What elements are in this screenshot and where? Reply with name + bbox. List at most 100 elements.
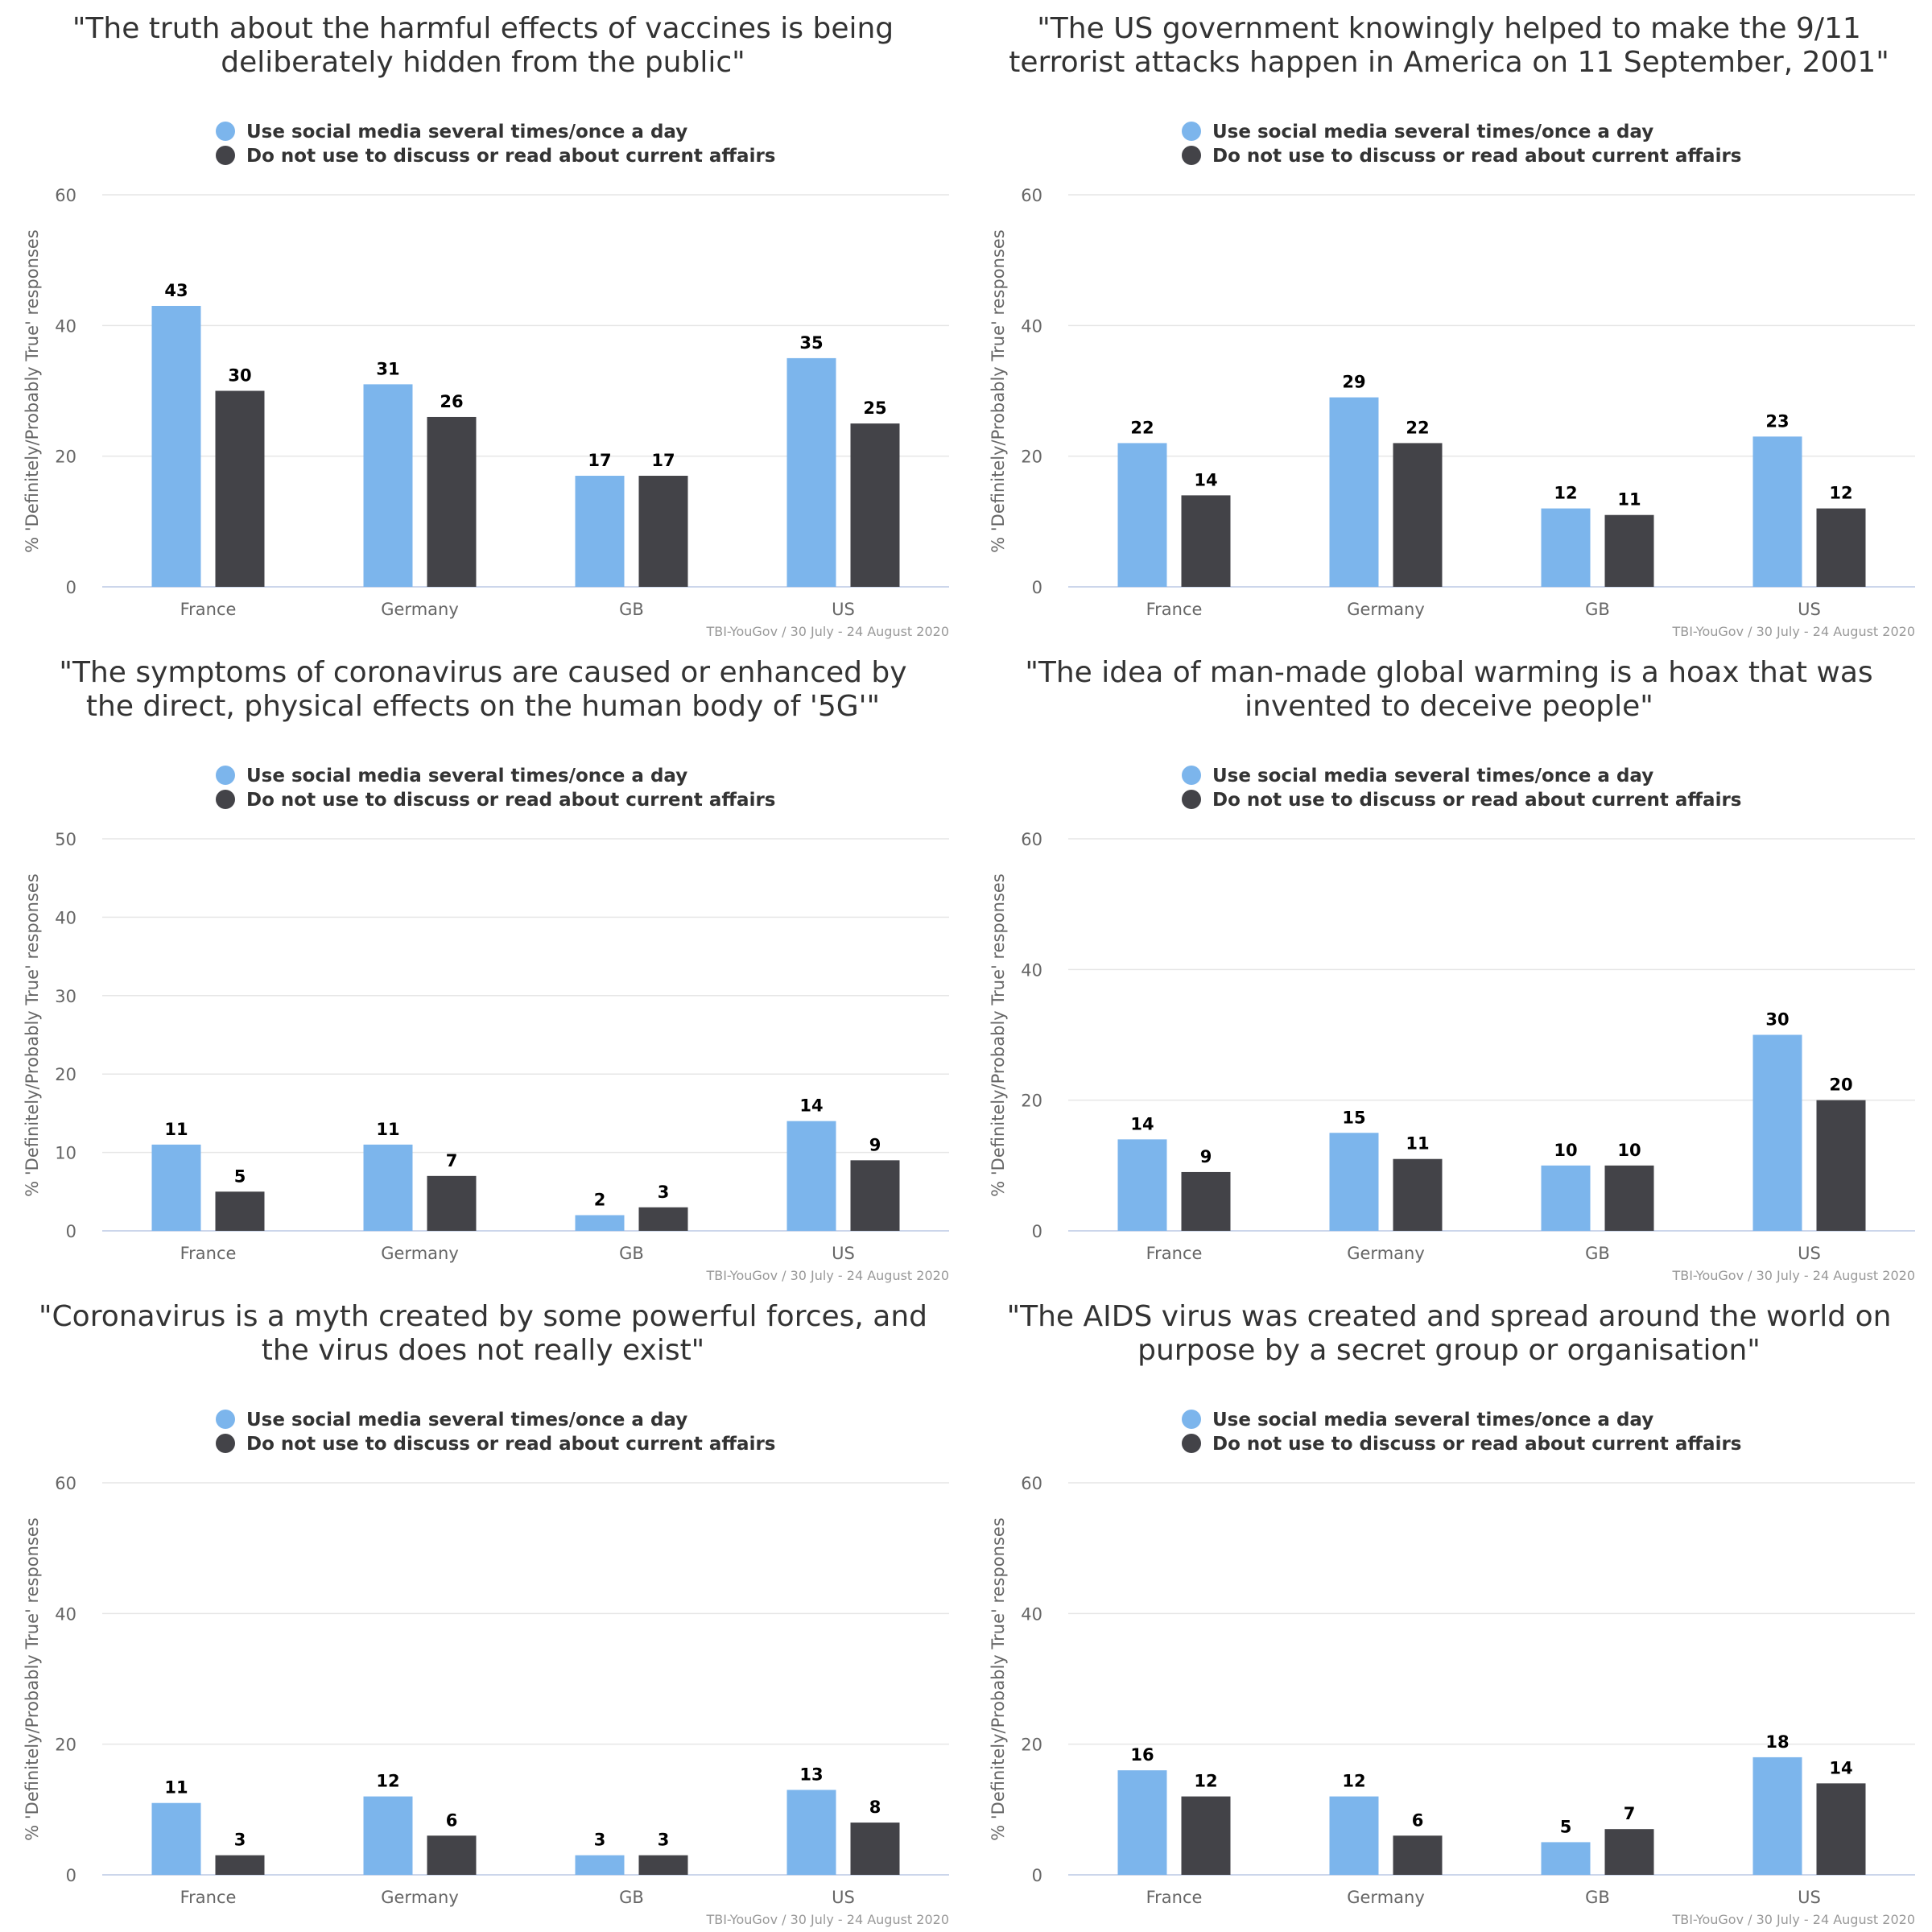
bar-gb-series-0[interactable] [575,476,625,587]
legend-marker[interactable] [216,146,235,165]
data-label: 14 [1194,470,1217,489]
legend-item-label[interactable]: Do not use to discuss or read about curr… [1212,1434,1742,1455]
bar-germany-series-1[interactable] [427,1835,477,1875]
bar-germany-series-0[interactable] [1329,1133,1379,1231]
data-label: 15 [1342,1108,1365,1127]
y-tick-label: 0 [1032,1222,1042,1241]
x-tick-label: Germany [381,1244,459,1263]
legend-item-label[interactable]: Use social media several times/once a da… [1212,122,1653,142]
data-label: 12 [1194,1772,1217,1791]
legend-marker[interactable] [1182,122,1201,141]
bar-gb-series-0[interactable] [575,1855,625,1875]
bar-france-series-1[interactable] [1181,1171,1231,1231]
bar-germany-series-1[interactable] [1393,443,1443,587]
data-label: 12 [1829,484,1852,503]
data-label: 3 [234,1831,246,1850]
bar-germany-series-0[interactable] [1329,1796,1379,1875]
bar-us-series-0[interactable] [1752,1034,1802,1232]
bar-us-series-1[interactable] [850,423,900,587]
bar-chart: "The idea of man-made global warming is … [989,656,1915,1283]
x-tick-label: US [1798,600,1821,619]
legend-marker[interactable] [1182,790,1201,809]
legend-marker[interactable] [216,1410,235,1429]
bar-us-series-0[interactable] [786,1790,836,1875]
bar-france-series-0[interactable] [1117,1770,1167,1875]
bar-gb-series-1[interactable] [1604,1829,1654,1875]
y-tick-label: 60 [1021,830,1042,849]
data-label: 3 [658,1183,670,1202]
bar-germany-series-1[interactable] [1393,1835,1443,1875]
bar-gb-series-0[interactable] [1541,508,1591,587]
data-label: 22 [1406,418,1429,437]
bar-gb-series-1[interactable] [638,476,688,587]
legend-marker[interactable] [1182,1434,1201,1453]
legend-item-label[interactable]: Use social media several times/once a da… [1212,766,1653,786]
y-tick-label: 40 [1021,1604,1042,1624]
bar-germany-series-0[interactable] [363,384,413,587]
bar-france-series-1[interactable] [1181,495,1231,587]
y-tick-label: 20 [55,1736,76,1755]
bar-france-series-1[interactable] [215,390,265,588]
legend-item-label[interactable]: Use social media several times/once a da… [1212,1410,1653,1430]
legend-item-label[interactable]: Do not use to discuss or read about curr… [1212,146,1742,167]
bar-gb-series-0[interactable] [1541,1165,1591,1231]
bar-france-series-1[interactable] [1181,1796,1231,1875]
data-label: 3 [594,1831,606,1850]
bar-us-series-1[interactable] [1816,508,1866,587]
legend-item-label[interactable]: Use social media several times/once a da… [246,1410,687,1430]
legend-marker[interactable] [216,1434,235,1453]
bar-france-series-1[interactable] [215,1855,265,1875]
bar-us-series-1[interactable] [850,1823,900,1875]
bar-france-series-0[interactable] [1117,1139,1167,1231]
source-credit: TBI-YouGov / 30 July - 24 August 2020 [705,1268,949,1283]
bar-france-series-0[interactable] [151,305,201,587]
bar-gb-series-1[interactable] [638,1207,688,1231]
bar-us-series-0[interactable] [786,357,836,587]
x-tick-label: US [832,600,855,619]
legend-marker[interactable] [216,790,235,809]
data-label: 29 [1342,373,1365,392]
bar-germany-series-0[interactable] [1329,397,1379,587]
y-tick-label: 40 [1021,960,1042,980]
legend-item-label[interactable]: Do not use to discuss or read about curr… [246,146,776,167]
x-tick-label: France [180,600,237,619]
bar-gb-series-1[interactable] [1604,1165,1654,1231]
bar-gb-series-0[interactable] [575,1215,625,1231]
y-tick-label: 40 [55,316,76,336]
bar-us-series-0[interactable] [1752,436,1802,587]
data-label: 10 [1554,1141,1577,1160]
bar-france-series-0[interactable] [151,1802,201,1875]
legend-item-label[interactable]: Use social media several times/once a da… [246,122,687,142]
data-label: 13 [799,1765,823,1784]
legend-marker[interactable] [1182,1410,1201,1429]
x-tick-label: Germany [1347,1244,1425,1263]
y-tick-label: 40 [1021,316,1042,336]
source-credit: TBI-YouGov / 30 July - 24 August 2020 [705,624,949,639]
legend-item-label[interactable]: Do not use to discuss or read about curr… [246,1434,776,1455]
bar-us-series-1[interactable] [1816,1783,1866,1875]
bar-germany-series-1[interactable] [1393,1158,1443,1231]
bar-us-series-1[interactable] [1816,1100,1866,1231]
legend-item-label[interactable]: Do not use to discuss or read about curr… [1212,790,1742,811]
legend-marker[interactable] [1182,146,1201,165]
bar-france-series-0[interactable] [151,1144,201,1231]
legend-item-label[interactable]: Do not use to discuss or read about curr… [246,790,776,811]
legend-marker[interactable] [1182,766,1201,785]
x-tick-label: Germany [381,1888,459,1907]
bar-germany-series-0[interactable] [363,1796,413,1875]
bar-france-series-0[interactable] [1117,443,1167,587]
bar-us-series-0[interactable] [786,1121,836,1231]
legend-marker[interactable] [216,122,235,141]
bar-germany-series-1[interactable] [427,416,477,587]
bar-germany-series-0[interactable] [363,1144,413,1231]
legend-marker[interactable] [216,766,235,785]
bar-gb-series-1[interactable] [1604,514,1654,587]
bar-gb-series-0[interactable] [1541,1842,1591,1875]
bar-gb-series-1[interactable] [638,1855,688,1875]
legend-item-label[interactable]: Use social media several times/once a da… [246,766,687,786]
bar-germany-series-1[interactable] [427,1175,477,1231]
bar-france-series-1[interactable] [215,1191,265,1231]
bar-us-series-0[interactable] [1752,1757,1802,1875]
bar-us-series-1[interactable] [850,1160,900,1231]
data-label: 14 [1829,1758,1852,1777]
